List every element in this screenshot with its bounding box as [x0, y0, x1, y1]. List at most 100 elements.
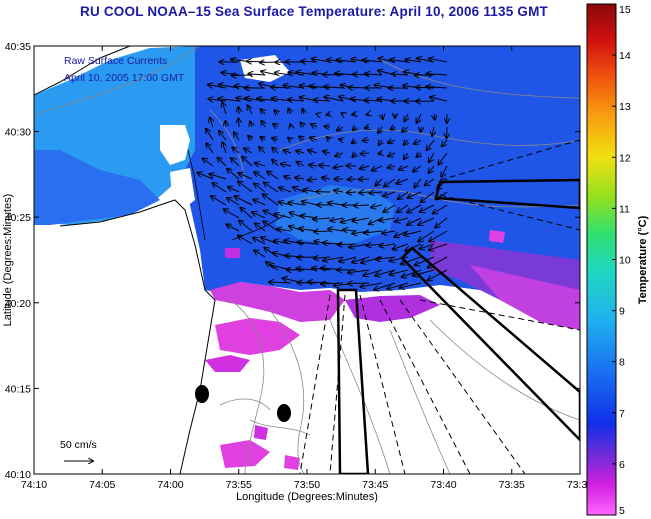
- current-vector: [260, 109, 265, 114]
- current-vector: [259, 147, 266, 154]
- current-vector: [428, 256, 448, 268]
- current-vector: [370, 192, 383, 193]
- current-vector: [334, 190, 344, 192]
- current-vector: [227, 198, 240, 206]
- current-vector: [263, 221, 279, 232]
- current-vector: [390, 269, 409, 275]
- current-vector: [219, 131, 227, 141]
- current-vector: [238, 235, 253, 245]
- current-vector: [252, 212, 266, 219]
- current-vector: [390, 256, 409, 261]
- current-vector: [433, 204, 448, 214]
- y-tick-label: 40:30: [5, 127, 31, 139]
- current-vector: [308, 150, 318, 153]
- current-vector: [299, 136, 304, 140]
- current-vector: [303, 109, 304, 114]
- current-vector: [341, 113, 343, 114]
- current-vector: [415, 256, 435, 265]
- current-vector: [404, 140, 408, 145]
- current-vector: [238, 181, 253, 193]
- current-vector: [402, 127, 409, 132]
- current-vector: [420, 243, 435, 249]
- current-vector: [334, 166, 344, 168]
- colorbar-tick-label: 12: [619, 152, 631, 164]
- current-vector: [418, 217, 435, 225]
- current-vector: [327, 137, 330, 140]
- current-vector: [308, 282, 331, 283]
- current-vector: [238, 173, 253, 180]
- current-vector: [401, 256, 422, 264]
- current-vector: [296, 151, 305, 153]
- current-vector: [209, 174, 227, 180]
- current-vector: [228, 187, 240, 193]
- current-vector: [383, 191, 396, 196]
- colorbar-tick-label: 7: [619, 408, 625, 420]
- current-vector: [427, 74, 448, 75]
- current-vector: [446, 126, 447, 138]
- current-vector: [212, 183, 227, 193]
- current-vector: [277, 229, 292, 231]
- current-vector: [238, 118, 239, 128]
- current-vector: [313, 218, 331, 219]
- current-vector: [352, 218, 370, 221]
- current-vector: [247, 105, 253, 115]
- coastline: [34, 46, 286, 474]
- current-vector: [327, 114, 330, 115]
- current-vector: [279, 187, 292, 193]
- current-vector: [250, 122, 252, 127]
- colorbar-tick-label: 13: [619, 101, 631, 113]
- current-vector: [361, 153, 370, 154]
- current-vector: [418, 230, 435, 241]
- current-vector: [393, 243, 409, 249]
- current-vector: [360, 166, 370, 169]
- current-vector: [429, 230, 448, 241]
- current-vector: [303, 190, 318, 192]
- current-vector: [283, 150, 292, 153]
- current-vector: [240, 208, 253, 219]
- x-tick-label: 74:05: [89, 479, 115, 491]
- current-vector: [365, 127, 369, 128]
- current-vector: [352, 140, 356, 143]
- current-vector: [352, 114, 356, 115]
- current-vector: [255, 223, 266, 232]
- current-vector: [319, 165, 331, 166]
- current-vector: [364, 231, 383, 233]
- current-vector: [400, 282, 422, 288]
- current-vector: [226, 224, 240, 232]
- current-vector: [231, 158, 240, 167]
- current-vector: [222, 103, 226, 115]
- y-axis-label: Latitude (Degrees:Minutes): [2, 194, 14, 327]
- current-vector: [273, 124, 278, 127]
- current-vector: [372, 165, 383, 171]
- current-vector: [379, 218, 396, 221]
- current-vector: [211, 196, 227, 206]
- current-vector: [335, 153, 344, 156]
- y-axis: 40:35 40:30 40:25 40:20 40:15 40:10: [5, 41, 580, 481]
- current-vector: [308, 179, 318, 180]
- current-vector: [429, 58, 448, 63]
- current-vector: [272, 138, 279, 140]
- x-tick-label: 74:00: [157, 479, 183, 491]
- current-vector: [363, 269, 383, 276]
- colorbar-ramp: [586, 3, 617, 516]
- current-vector: [288, 108, 291, 114]
- sst-field: [34, 46, 580, 470]
- y-tick-label: 40:25: [5, 212, 31, 224]
- current-vector: [288, 138, 291, 140]
- radar-site-marker: [277, 404, 291, 422]
- x-axis-label: Longitude (Degrees:Minutes): [236, 491, 378, 503]
- current-vectors: [197, 58, 447, 290]
- current-vector: [301, 122, 304, 127]
- velocity-scale: 50 cm/s: [60, 439, 97, 461]
- current-vector: [434, 113, 435, 120]
- current-vector: [290, 124, 291, 127]
- current-vector: [234, 132, 240, 141]
- current-vector: [352, 153, 356, 157]
- current-vector: [253, 238, 266, 245]
- current-vector: [359, 192, 370, 193]
- current-vector: [238, 107, 239, 115]
- current-vector: [339, 139, 343, 140]
- current-vector: [225, 121, 226, 128]
- current-vector: [414, 178, 422, 187]
